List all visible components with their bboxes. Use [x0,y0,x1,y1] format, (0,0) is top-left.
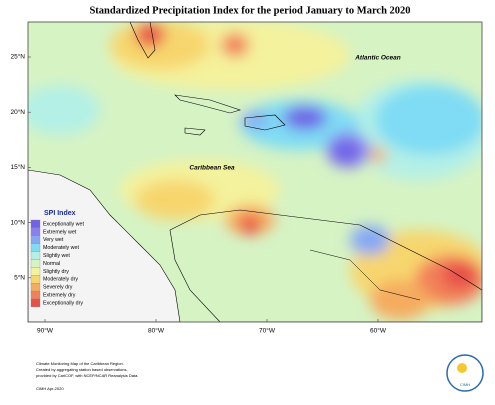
lon-tick-label: 60°W [370,327,387,335]
spi-field [28,22,482,322]
footer-note: provided by CariCOF, with NCEP/NCAR Rean… [36,373,138,378]
legend-label: Moderately dry [43,277,78,283]
lat-tick-label: 25°N [10,53,25,61]
legend-label: Slightly dry [43,269,69,275]
legend-swatch [30,298,41,308]
legend: SPI Index Exceptionally wet Extremely wet… [30,210,84,308]
legend-label: Slightly wet [43,253,70,259]
lon-tick-label: 90°W [37,327,54,335]
lon-tick-label: 80°W [148,327,165,335]
lat-tick-label: 15°N [10,163,25,171]
legend-swatch [30,267,41,276]
logo [446,354,484,392]
lat-tick-label: 10°N [10,218,25,226]
lat-tick-label: 20°N [10,108,25,116]
legend-swatch [30,290,41,300]
lat-tick-label: 5°N [14,274,25,282]
legend-label: Very wet [43,237,64,243]
legend-label: Extremely wet [43,229,77,235]
legend-label: Normal [43,261,60,267]
title: Standardized Precipitation Index for the… [89,5,410,16]
legend-swatch [30,235,41,244]
legend-swatch [30,251,41,260]
legend-label: Exceptionally dry [43,300,83,306]
logo-sun [457,363,467,373]
legend-swatch [30,275,41,284]
legend-label: Severely dry [43,285,73,291]
legend-swatch [30,283,41,292]
lon-tick-label: 70°W [259,327,276,335]
logo-text: CIMH [460,382,470,387]
place-label: Caribbean Sea [189,165,235,172]
legend-swatch [30,219,41,229]
footer-note: Created by aggregating station based obs… [36,367,128,372]
legend-label: Extremely dry [43,293,76,299]
legend-swatch [30,243,41,252]
legend-title: SPI Index [44,210,76,217]
legend-label: Exceptionally wet [43,221,84,227]
footer-credit: CIMH Apr-2020 [36,386,64,391]
legend-swatch [30,259,41,268]
footer-note: Climate Monitoring Map of the Caribbean … [36,361,124,366]
footer: Climate Monitoring Map of the Caribbean … [36,354,484,392]
place-label: Atlantic Ocean [354,55,401,62]
legend-label: Moderately wet [43,245,79,251]
map-frame [27,21,483,323]
legend-swatch [30,227,41,236]
